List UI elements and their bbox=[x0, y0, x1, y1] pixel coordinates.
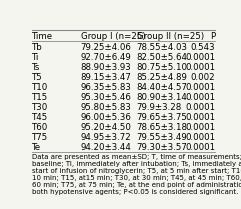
Text: Time: Time bbox=[32, 32, 53, 41]
Text: 0.0001: 0.0001 bbox=[185, 123, 215, 132]
Text: 79.25±4.06: 79.25±4.06 bbox=[80, 43, 131, 52]
Text: 78.55±4.03: 78.55±4.03 bbox=[137, 43, 187, 52]
Text: 96.35±5.83: 96.35±5.83 bbox=[80, 83, 131, 92]
Text: P: P bbox=[210, 32, 215, 41]
Text: T15: T15 bbox=[32, 93, 48, 102]
Text: Group II (n=25): Group II (n=25) bbox=[137, 32, 204, 41]
Text: Te: Te bbox=[32, 143, 41, 152]
Text: 0.0001: 0.0001 bbox=[185, 53, 215, 62]
Text: 0.0001: 0.0001 bbox=[185, 63, 215, 72]
Text: 79.65±3.75: 79.65±3.75 bbox=[137, 113, 187, 122]
Text: 95.20±4.50: 95.20±4.50 bbox=[80, 123, 131, 132]
Text: 78.65±3.18: 78.65±3.18 bbox=[137, 123, 187, 132]
Text: Data are presented as mean±SD; T, time of measurements; Tb,
baseline; Ti, immedi: Data are presented as mean±SD; T, time o… bbox=[32, 154, 241, 195]
Text: Tb: Tb bbox=[32, 43, 43, 52]
Text: 0.543: 0.543 bbox=[190, 43, 215, 52]
Text: 0.0001: 0.0001 bbox=[185, 113, 215, 122]
Text: 80.75±5.10: 80.75±5.10 bbox=[137, 63, 187, 72]
Text: 0.0001: 0.0001 bbox=[185, 93, 215, 102]
Text: T45: T45 bbox=[32, 113, 48, 122]
Text: T30: T30 bbox=[32, 103, 48, 112]
Text: 79.30±3.57: 79.30±3.57 bbox=[137, 143, 187, 152]
Text: 96.00±5.36: 96.00±5.36 bbox=[80, 113, 131, 122]
Text: T75: T75 bbox=[32, 133, 48, 142]
Text: Ts: Ts bbox=[32, 63, 40, 72]
Text: T5: T5 bbox=[32, 73, 43, 82]
Text: 94.20±3.44: 94.20±3.44 bbox=[80, 143, 131, 152]
Text: 0.002: 0.002 bbox=[190, 73, 215, 82]
Text: 0.0001: 0.0001 bbox=[185, 133, 215, 142]
Text: 0.0001: 0.0001 bbox=[185, 83, 215, 92]
Text: 0.0001: 0.0001 bbox=[185, 103, 215, 112]
Text: 95.80±5.83: 95.80±5.83 bbox=[80, 103, 131, 112]
Text: T60: T60 bbox=[32, 123, 48, 132]
Text: Group I (n=25): Group I (n=25) bbox=[80, 32, 145, 41]
Text: 80.90±3.14: 80.90±3.14 bbox=[137, 93, 187, 102]
Text: 95.30±5.46: 95.30±5.46 bbox=[80, 93, 131, 102]
Text: 79.55±3.49: 79.55±3.49 bbox=[137, 133, 187, 142]
Text: 82.50±5.64: 82.50±5.64 bbox=[137, 53, 187, 62]
Text: Ti: Ti bbox=[32, 53, 39, 62]
Text: 89.15±3.47: 89.15±3.47 bbox=[80, 73, 131, 82]
Text: 0.0001: 0.0001 bbox=[185, 143, 215, 152]
Text: 79.9±3.28: 79.9±3.28 bbox=[137, 103, 182, 112]
Text: 84.40±4.57: 84.40±4.57 bbox=[137, 83, 187, 92]
Text: 85.25±4.89: 85.25±4.89 bbox=[137, 73, 187, 82]
Text: 92.70±6.49: 92.70±6.49 bbox=[80, 53, 131, 62]
Text: 88.90±3.93: 88.90±3.93 bbox=[80, 63, 131, 72]
Text: 94.95±3.72: 94.95±3.72 bbox=[80, 133, 131, 142]
Text: T10: T10 bbox=[32, 83, 48, 92]
